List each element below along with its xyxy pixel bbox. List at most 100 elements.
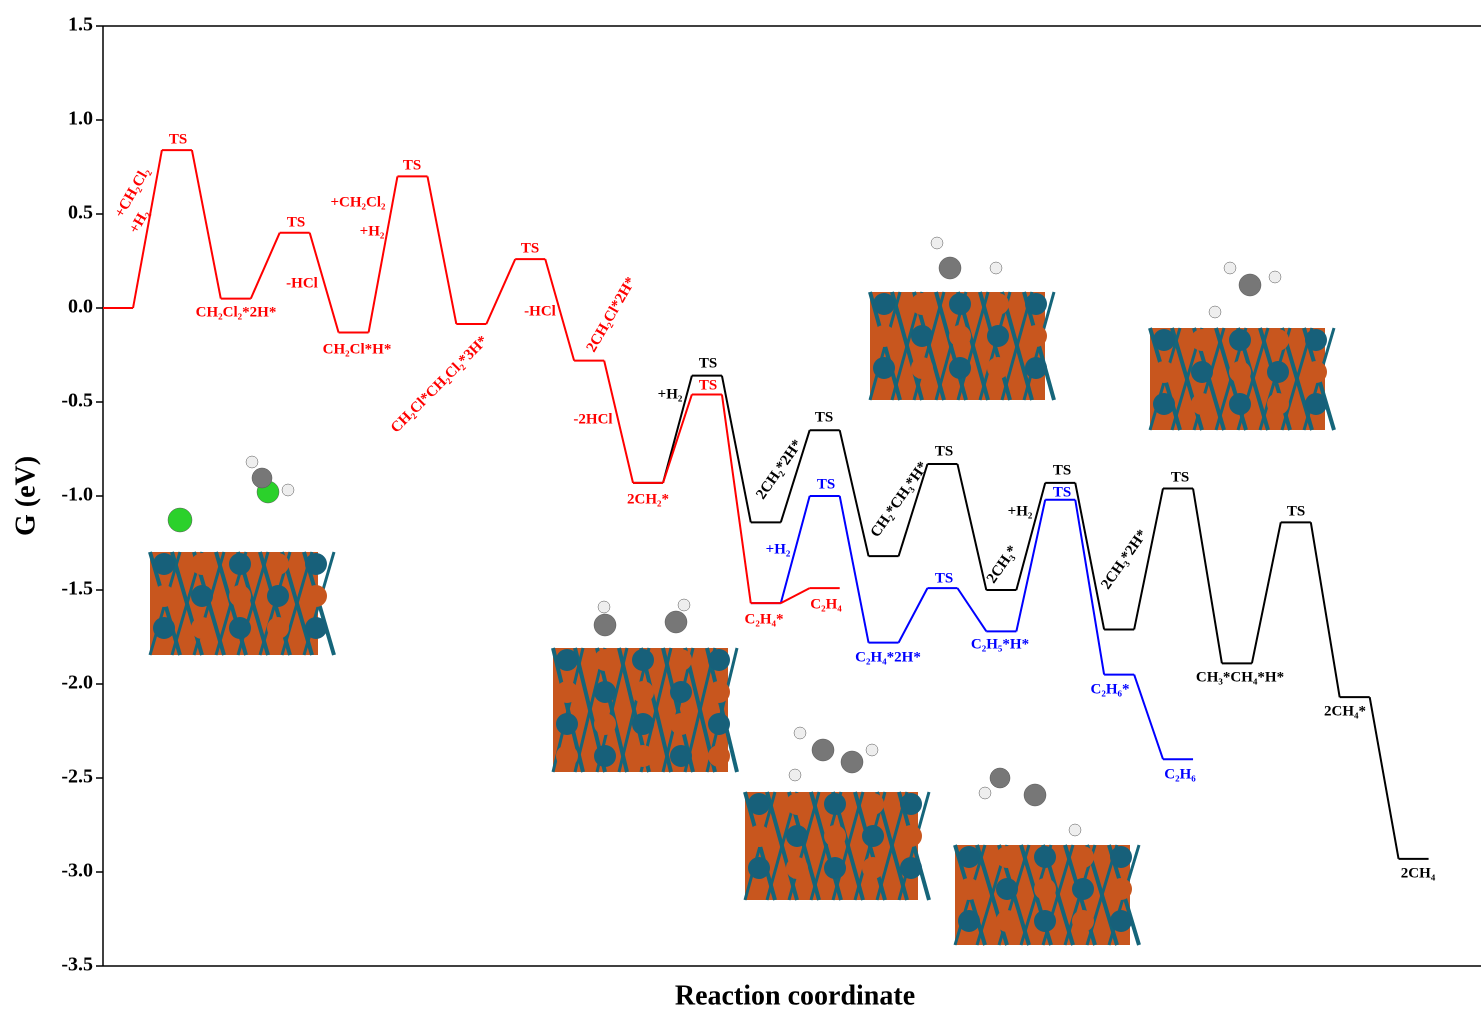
atom (252, 468, 272, 488)
atom (191, 553, 213, 575)
connector (1134, 488, 1163, 629)
atom (1191, 361, 1213, 383)
atom (979, 787, 991, 799)
annotation: 2CH₂* (627, 491, 669, 507)
atom (594, 713, 616, 735)
atom (1025, 325, 1047, 347)
atom (873, 293, 895, 315)
atom (1072, 878, 1094, 900)
annotation: +H₂ (658, 386, 683, 402)
atom (786, 793, 808, 815)
annotation: TS (935, 443, 953, 459)
atom (708, 649, 730, 671)
atom (665, 611, 687, 633)
connector (427, 176, 456, 324)
atom (987, 293, 1009, 315)
atom (153, 585, 175, 607)
atom (1305, 361, 1327, 383)
atom (1224, 262, 1236, 274)
atom (1034, 910, 1056, 932)
annotation: TS (521, 240, 539, 256)
y-tick-label: -1.5 (61, 578, 93, 600)
atom (866, 744, 878, 756)
atom (1024, 784, 1046, 806)
atom (1072, 910, 1094, 932)
annotation: +CH₂Cl₂ (330, 194, 386, 210)
annotation: CH₂Cl*CH₂Cl₂*3H* (388, 333, 491, 436)
connector (957, 464, 986, 590)
annotation: -HCl (286, 275, 318, 291)
atom (748, 825, 770, 847)
y-tick-label: -1.0 (61, 484, 93, 506)
annotation: C₂H₄*2H* (855, 649, 921, 665)
atom (786, 857, 808, 879)
atom (1267, 393, 1289, 415)
atom (873, 325, 895, 347)
atom (1110, 846, 1132, 868)
connector (486, 259, 515, 324)
atom (987, 357, 1009, 379)
atom (1229, 361, 1251, 383)
y-tick-label: -2.0 (61, 672, 93, 694)
annotation: TS (169, 131, 187, 147)
atom (305, 553, 327, 575)
annotation: TS (817, 476, 835, 492)
chart: G (eV) Reaction coordinate 1.51.00.50.0-… (0, 0, 1481, 1012)
connector (1016, 500, 1045, 632)
annotation: TS (1053, 484, 1071, 500)
atom (556, 713, 578, 735)
connector (1311, 522, 1340, 697)
annotation: TS (815, 409, 833, 425)
atom (900, 825, 922, 847)
annotation: TS (287, 214, 305, 230)
annotation: -HCl (524, 303, 556, 319)
y-tick-label: -0.5 (61, 390, 93, 412)
connector (251, 233, 280, 299)
connector (1075, 483, 1104, 630)
atom (1239, 274, 1261, 296)
y-tick-label: -3.0 (61, 860, 93, 882)
atom (1191, 329, 1213, 351)
atom (996, 878, 1018, 900)
atom (748, 793, 770, 815)
annotation: C₂H₆ (1164, 766, 1196, 782)
annotation: C₂H₄* (745, 611, 784, 627)
connector (957, 588, 986, 631)
annotation: CH₂Cl₂*2H* (196, 304, 277, 320)
atom (824, 793, 846, 815)
atom (670, 745, 692, 767)
y-tick-label: 0.5 (68, 202, 93, 224)
atom (862, 857, 884, 879)
atom (678, 599, 690, 611)
atom (958, 910, 980, 932)
x-axis-label: Reaction coordinate (675, 980, 915, 1011)
annotation: +H₂ (1008, 503, 1033, 519)
connector (192, 150, 221, 299)
connector (1134, 675, 1163, 760)
annotation: 2CH₂Cl*2H* (584, 274, 640, 354)
atom (911, 293, 933, 315)
connector (840, 430, 869, 556)
atom (990, 768, 1010, 788)
atom (246, 456, 258, 468)
connector (840, 496, 869, 643)
atom (556, 649, 578, 671)
annotation: TS (699, 377, 717, 393)
atom (949, 325, 971, 347)
atom (1229, 329, 1251, 351)
atom (786, 825, 808, 847)
annotation: 2CH₄* (1324, 703, 1366, 719)
atom (1267, 329, 1289, 351)
atom (931, 237, 943, 249)
atom (911, 325, 933, 347)
atom (1069, 824, 1081, 836)
atom (229, 585, 251, 607)
atom (1191, 393, 1213, 415)
atom (632, 649, 654, 671)
atom (229, 617, 251, 639)
connector (1252, 522, 1281, 663)
atom (598, 601, 610, 613)
atom (996, 846, 1018, 868)
annotation: CH₃*CH₄*H* (1196, 669, 1284, 685)
atom (632, 745, 654, 767)
